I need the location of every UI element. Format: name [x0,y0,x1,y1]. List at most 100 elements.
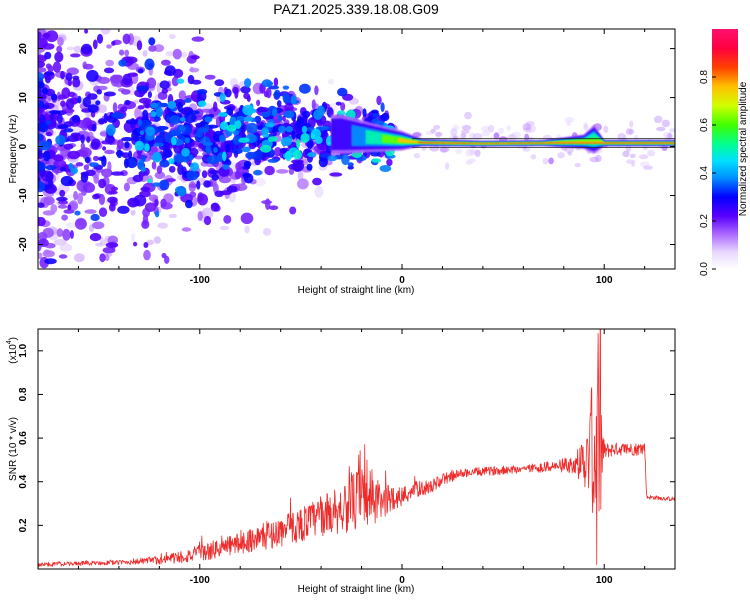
spectrogram-cell [386,158,393,167]
spectrogram-cell [122,73,132,86]
colorbar-tick-label: 0.4 [699,166,710,180]
spectrogram-cell [267,158,279,163]
spectrogram-cell [119,49,125,56]
y-tick-label: 1.0 [18,343,29,357]
spectrogram-cell [669,128,675,133]
spectrogram-cell [57,124,69,129]
spectrogram-cell [124,141,130,149]
spectrogram-cell [82,97,92,108]
spectrogram-cell [165,178,176,183]
spectrogram-cell [47,65,54,73]
spectrogram-cell [58,254,68,259]
spectrogram-cell [98,207,108,217]
spectrogram-cell [57,36,64,47]
spectrogram-cell [469,149,477,156]
spectrogram-cell [44,51,52,60]
spectrogram-cell [92,39,98,50]
spectrogram-cell [42,250,55,258]
spectrogram-cell [299,83,311,94]
spectrogram-cell [111,41,116,46]
spectrogram-cell [262,133,269,138]
spectrogram-cell [219,92,226,103]
spectrogram-cell [134,107,142,119]
spectrogram-cell [301,110,311,119]
spectrogram-cell [93,174,99,184]
spectrogram-cell [152,151,162,163]
spectrogram-cell [138,97,152,104]
spectrogram-cell [506,125,511,131]
snr-frame [37,328,676,570]
spectrogram-cell [38,140,52,151]
spectrogram-cell [66,135,79,142]
y-tick-label: 0.4 [18,474,29,488]
spectrogram-cell [45,120,52,125]
spectrogram-cell [63,209,75,214]
spectrogram-cell [146,239,154,245]
spectrogram-cell [83,63,94,70]
spectrogram-cell [234,120,242,129]
spectrogram-cell [105,242,119,248]
spectrogram-cell [111,112,125,119]
spectrogram-cell [144,102,151,109]
spectrogram-cell [173,153,186,164]
y-tick-label: 10 [18,92,29,104]
spectrogram-cell [61,214,68,221]
spectrogram-cell [38,181,46,193]
spectrogram-cell [285,125,293,133]
spectrogram-cell [102,247,116,254]
spectrogram-cell [172,48,182,60]
spectrogram-cell [197,193,209,206]
spectrogram-cell [170,129,182,137]
spectrogram-cell [159,179,170,191]
spectrogram-cell [123,182,130,192]
spectrogram-cell [130,210,136,216]
spectrogram-cell [371,113,380,118]
spectrogram-cell [70,167,79,175]
spectrogram-cell [253,169,262,176]
spectrogram-cell [77,95,82,104]
spectrogram-cell [89,233,102,242]
spectrogram-cell [328,78,334,85]
spectrogram-cell [96,33,104,44]
spectrogram-cell [109,74,123,84]
y-tick-label: 0.6 [18,431,29,445]
spectrogram-cell [121,137,134,142]
spectrogram-cell [362,108,367,118]
spectrogram-cell [171,136,177,146]
spectrogram-cell [625,128,633,135]
x-tick-label: 0 [399,575,405,586]
spectrogram-cell [284,110,295,119]
spectrogram-cell [173,143,184,155]
spectrogram-cell [180,51,188,58]
spectrogram-cell [100,29,111,35]
spectrogram-cell [164,65,176,77]
x-tick-label: -100 [190,575,210,586]
spectrogram-cell [61,87,71,99]
spectrogram-cell [337,110,346,116]
spectrogram-cell [133,194,147,207]
spectrogram-cell [72,77,81,88]
spectrogram-cell [56,45,63,53]
spectrogram-cell [116,139,124,150]
spectrogram-cell [121,152,130,159]
spectrogram-cell [219,121,229,131]
spectrogram-cell [45,131,52,137]
spectrogram-cell [160,198,167,208]
spectrogram-cell [142,109,149,119]
spectrogram-cell [90,213,100,222]
spectrogram-cell [210,202,220,212]
spectrogram-cell [137,105,145,110]
spectrogram-cell [376,95,382,106]
spectrogram-cell [53,159,67,169]
spectrogram-cell [118,59,127,67]
spectrogram-cell [228,191,236,203]
spectrogram-cell [181,227,192,232]
spectrogram-cell [242,172,251,178]
spectrogram-cell [480,125,490,132]
spectrogram-cell [144,202,156,212]
spectrogram-cell [38,67,47,73]
spectrogram-cell [176,78,185,84]
spectrogram-cell [77,192,83,205]
spectrogram-cell [246,122,258,134]
